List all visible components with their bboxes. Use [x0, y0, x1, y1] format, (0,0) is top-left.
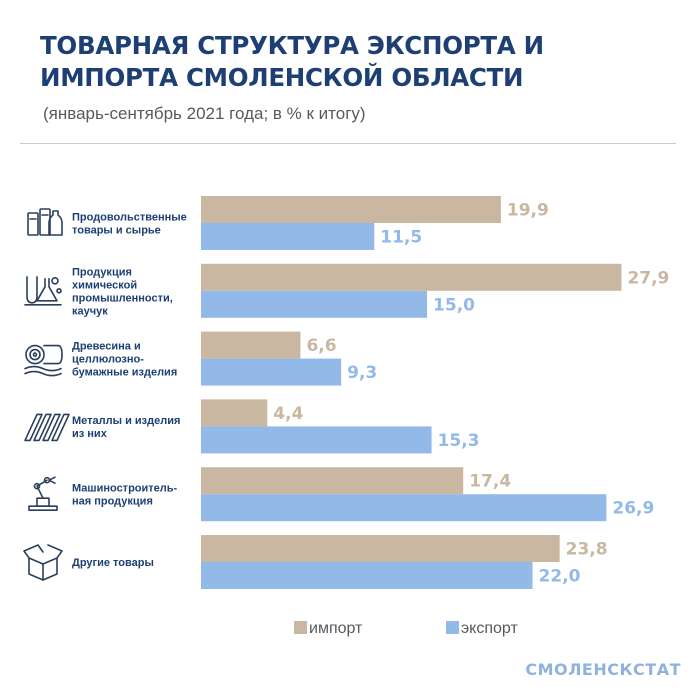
export-value-label: 15,3 [438, 431, 480, 451]
export-value-label: 9,3 [347, 363, 377, 383]
metal-icon [24, 413, 70, 442]
import-bar [201, 535, 560, 562]
import-bar [201, 196, 501, 223]
import-bar [201, 263, 622, 291]
box-icon [23, 544, 63, 581]
category-label-line: Машиностроитель- [72, 483, 178, 495]
category-label-line: Металлы и изделия [72, 415, 180, 427]
category-label-line: бумажные изделия [72, 367, 177, 379]
category-label: Древесина и целлюлозно-бумажные изделия [72, 341, 177, 379]
category-label-line: товары и сырье [72, 225, 161, 237]
category-label-line: Продовольственные [72, 212, 187, 224]
category-label-line: Древесина и [72, 341, 141, 353]
export-bar [201, 426, 432, 454]
export-bar [201, 290, 428, 318]
legend-label-import: импорт [309, 620, 363, 637]
import-bar [201, 467, 464, 495]
import-value-label: 4,4 [273, 404, 303, 424]
category-label: Другие товары [72, 557, 154, 569]
category-label-line: химической [72, 279, 137, 291]
category-label-line: из них [72, 428, 108, 440]
import-bar [201, 399, 268, 427]
import-bar [201, 331, 301, 359]
footer-brand: СМОЛЕНСКСТАТ [525, 660, 681, 679]
import-value-label: 6,6 [306, 336, 336, 356]
category-label-line: Продукция [72, 266, 132, 278]
category-label: Машиностроитель-ная продукция [72, 483, 178, 508]
export-value-label: 11,5 [380, 228, 422, 248]
chemistry-icon [24, 275, 62, 306]
legend-swatch-import [294, 621, 307, 634]
machinery-icon [28, 476, 58, 512]
category-label: Металлы и изделия из них [72, 415, 180, 440]
category-label-line: каучук [72, 305, 108, 317]
import-value-label: 23,8 [566, 540, 608, 560]
category-label: Продовольственные товары и сырье [72, 212, 187, 237]
legend-label-export: экспорт [461, 620, 518, 637]
category-label-line: ная продукция [72, 496, 153, 508]
import-value-label: 19,9 [507, 201, 549, 221]
export-value-label: 15,0 [433, 295, 475, 315]
page-title: ТОВАРНАЯ СТРУКТУРА ЭКСПОРТА И ИМПОРТА СМ… [40, 31, 544, 92]
wood-icon [24, 344, 63, 377]
export-bar [201, 494, 607, 522]
legend-swatch-export [446, 621, 459, 634]
category-label-line: Другие товары [72, 557, 154, 569]
import-value-label: 17,4 [469, 472, 511, 492]
divider [20, 143, 676, 144]
food-icon [27, 208, 63, 236]
export-value-label: 26,9 [612, 499, 654, 519]
export-bar [201, 358, 342, 386]
category-label-line: промышленности, [72, 292, 173, 304]
export-bar [201, 562, 533, 589]
export-value-label: 22,0 [539, 567, 581, 587]
category-label-line: целлюлозно- [72, 354, 144, 366]
category-label: Продукция химической промышленности, каучук [72, 266, 173, 317]
page-subtitle: (январь-сентябрь 2021 года; в % к итогу) [43, 104, 366, 123]
export-bar [201, 223, 375, 250]
import-value-label: 27,9 [627, 268, 669, 288]
